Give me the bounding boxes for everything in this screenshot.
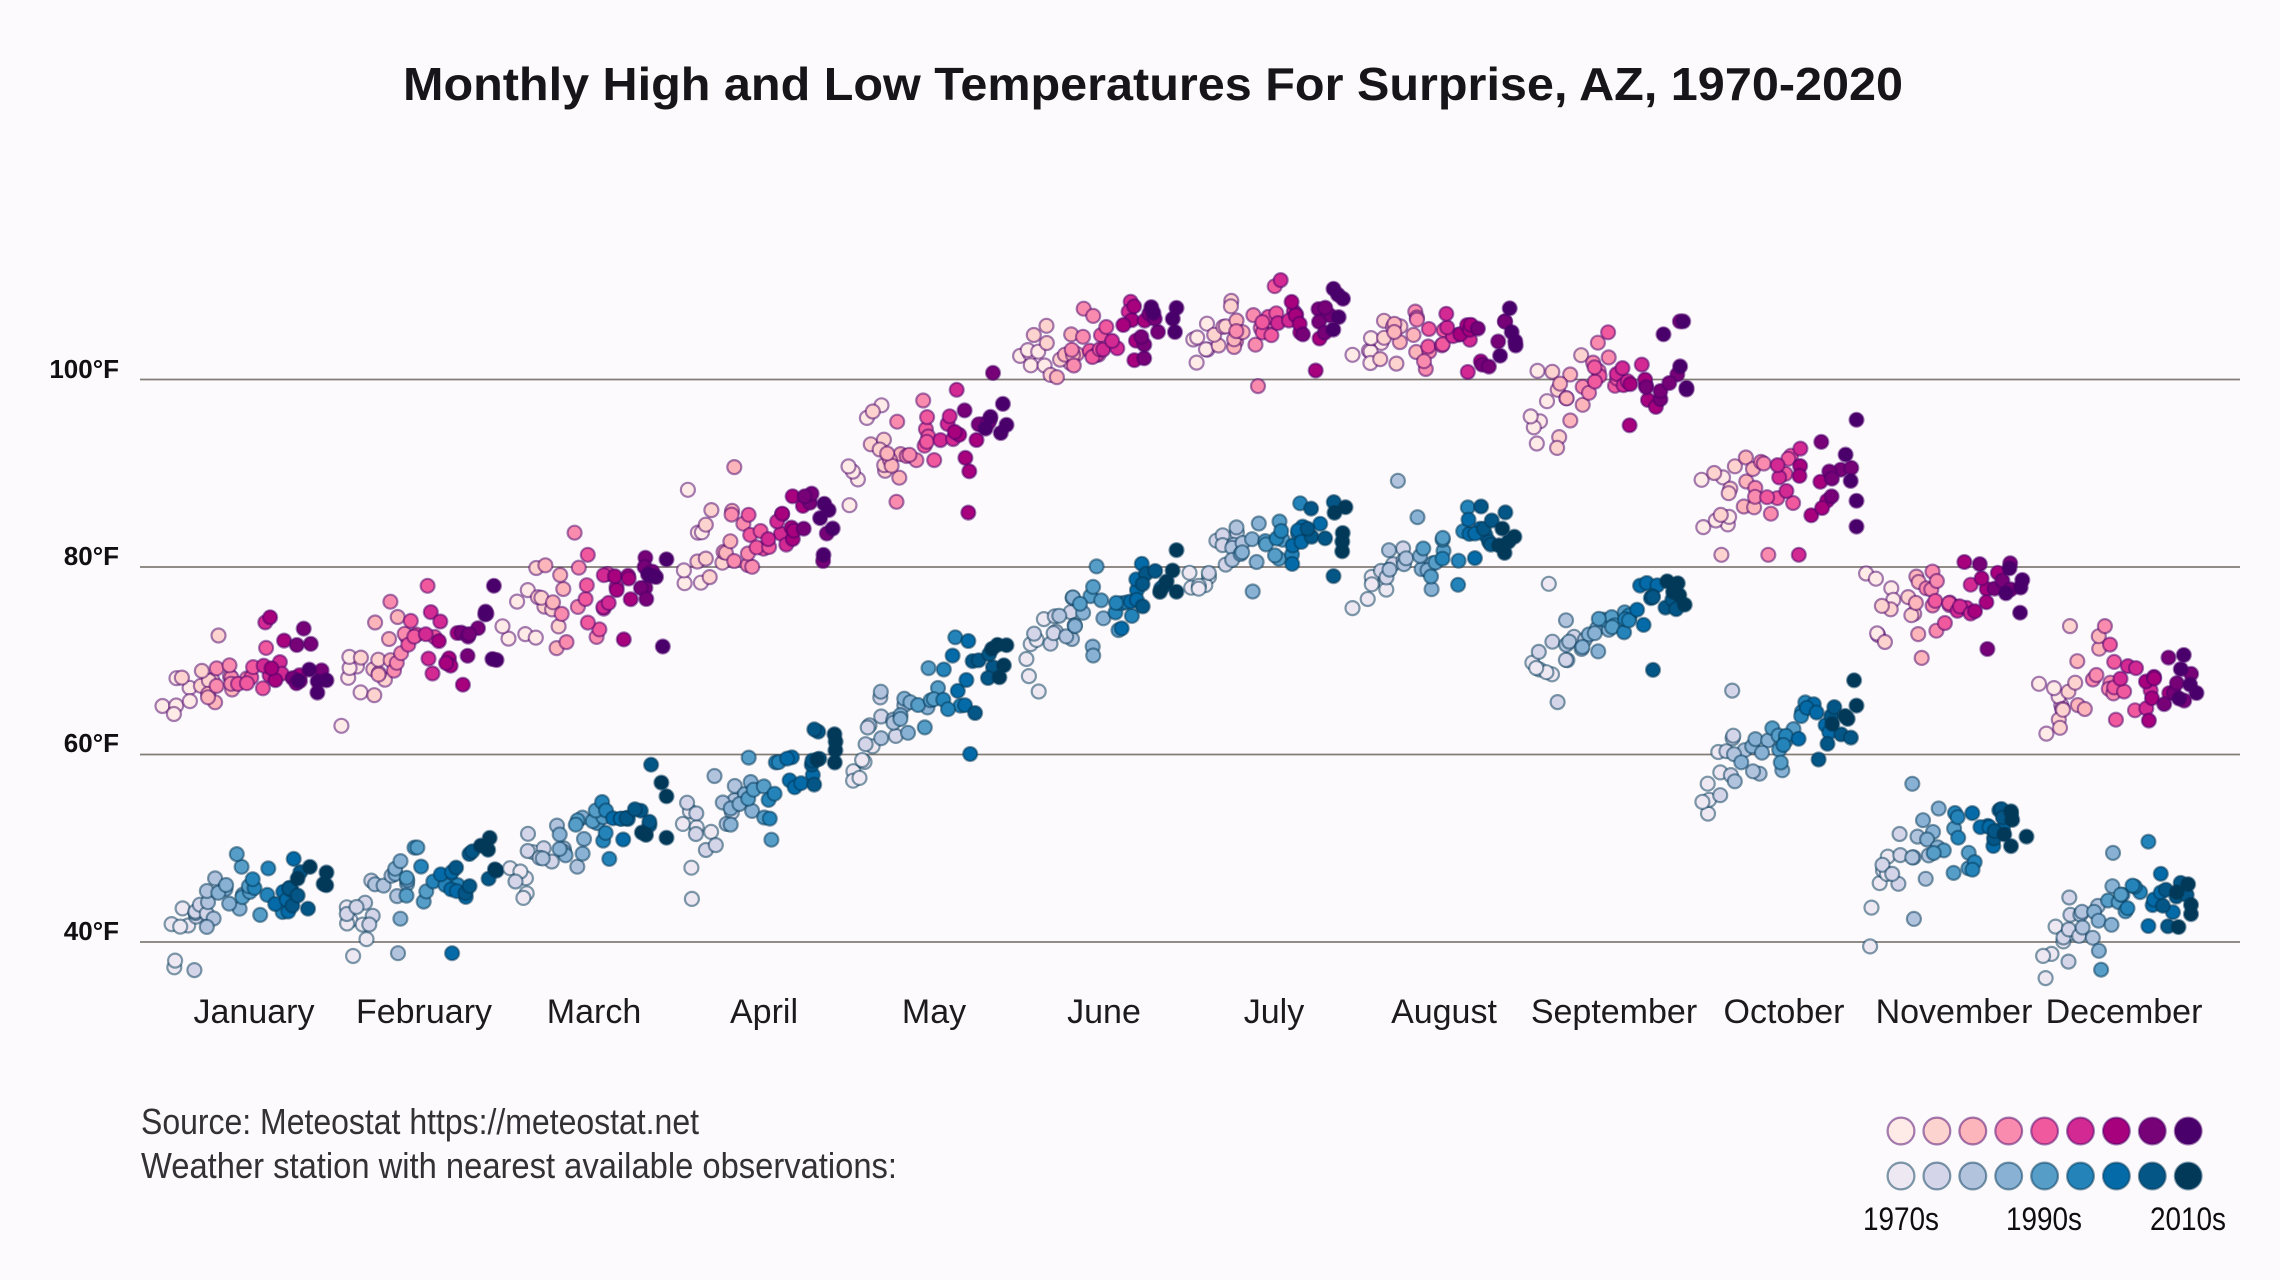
- svg-text:July: July: [1244, 993, 1304, 1031]
- svg-text:80°F: 80°F: [64, 541, 119, 571]
- svg-text:Source: Meteostat https://mete: Source: Meteostat https://meteostat.net: [141, 1101, 699, 1142]
- svg-text:2010s: 2010s: [2150, 1201, 2226, 1237]
- svg-text:June: June: [1067, 993, 1141, 1031]
- svg-text:September: September: [1531, 993, 1697, 1031]
- svg-text:60°F: 60°F: [64, 728, 119, 758]
- svg-text:40°F: 40°F: [64, 916, 119, 946]
- svg-text:February: February: [356, 993, 492, 1031]
- svg-text:1990s: 1990s: [2006, 1201, 2082, 1237]
- svg-text:1970s: 1970s: [1863, 1201, 1939, 1237]
- svg-text:Monthly High and Low Temperatu: Monthly High and Low Temperatures For Su…: [403, 58, 1903, 110]
- svg-text:April: April: [730, 993, 798, 1031]
- svg-text:Weather station with nearest a: Weather station with nearest available o…: [141, 1145, 897, 1186]
- svg-text:100°F: 100°F: [49, 354, 119, 384]
- svg-text:January: January: [194, 993, 315, 1031]
- svg-text:October: October: [1724, 993, 1845, 1031]
- svg-text:August: August: [1391, 993, 1497, 1031]
- svg-text:May: May: [902, 993, 966, 1031]
- svg-text:November: November: [1876, 993, 2033, 1031]
- svg-text:March: March: [547, 993, 641, 1031]
- svg-text:December: December: [2046, 993, 2203, 1031]
